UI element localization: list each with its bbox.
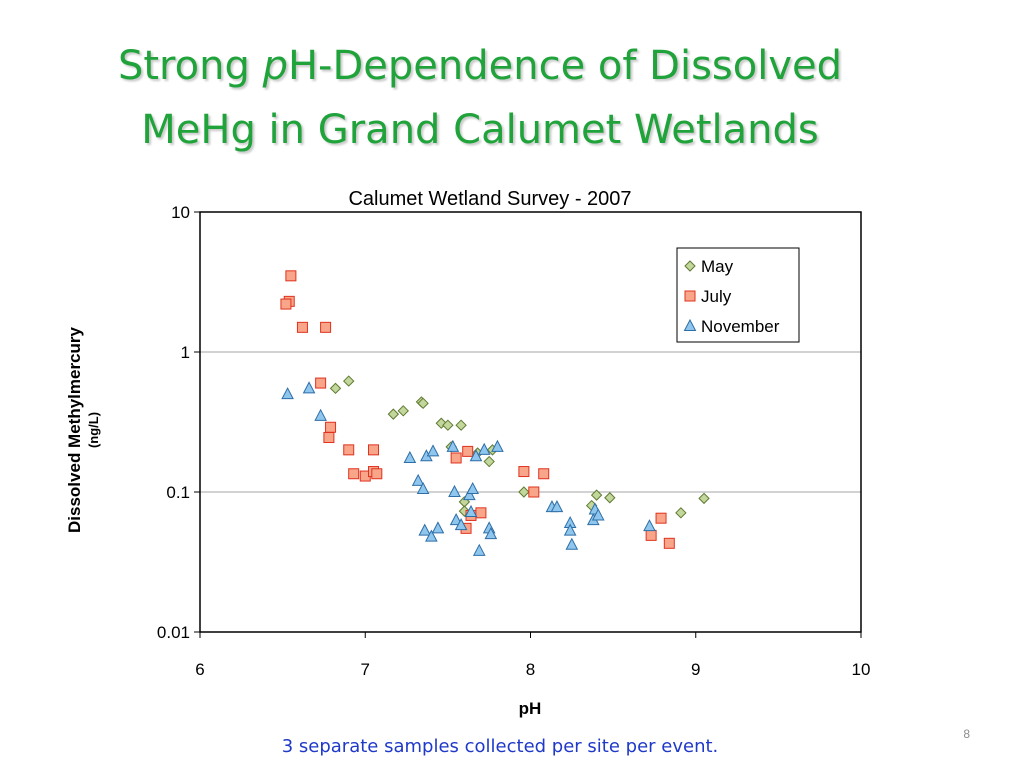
data-point-july bbox=[315, 377, 327, 389]
data-point-july bbox=[325, 421, 337, 433]
data-point-november bbox=[454, 518, 468, 531]
title-italic-p: p bbox=[262, 43, 288, 89]
data-point-november bbox=[426, 444, 440, 457]
data-point-may bbox=[397, 405, 409, 417]
data-point-november bbox=[418, 523, 432, 536]
data-point-may bbox=[387, 408, 400, 420]
data-point-may bbox=[675, 507, 687, 519]
data-point-may bbox=[455, 419, 467, 431]
data-point-november bbox=[469, 449, 483, 462]
x-tick-label: 7 bbox=[361, 660, 370, 679]
legend-box bbox=[676, 247, 800, 343]
data-point-july bbox=[528, 486, 540, 498]
series-july bbox=[280, 270, 675, 549]
data-point-july bbox=[323, 432, 335, 444]
data-point-july bbox=[320, 321, 332, 333]
legend-label-november: November bbox=[701, 317, 780, 336]
data-point-november bbox=[463, 488, 476, 501]
x-tick-label: 10 bbox=[852, 660, 871, 679]
data-point-november bbox=[643, 519, 656, 532]
data-point-november bbox=[446, 439, 460, 452]
data-point-may bbox=[590, 489, 603, 501]
legend-label-july: July bbox=[701, 287, 732, 306]
data-point-november bbox=[464, 504, 478, 517]
data-point-november bbox=[563, 523, 577, 536]
data-point-may bbox=[518, 486, 530, 498]
data-point-november bbox=[403, 450, 417, 463]
y-tick-label: 0.1 bbox=[166, 483, 190, 502]
data-point-november bbox=[281, 387, 294, 400]
data-point-july bbox=[475, 507, 487, 519]
data-point-november bbox=[565, 537, 579, 550]
data-point-july bbox=[538, 468, 550, 480]
slide-title-line-1: Strong pH-Dependence of Dissolved bbox=[117, 43, 843, 89]
data-point-november bbox=[591, 508, 605, 521]
chart-title: Calumet Wetland Survey - 2007 bbox=[348, 188, 631, 210]
data-point-november bbox=[416, 481, 430, 495]
data-point-november bbox=[411, 473, 425, 486]
y-tick-label: 10 bbox=[171, 203, 190, 222]
data-point-july bbox=[280, 298, 292, 310]
data-point-november bbox=[425, 529, 438, 542]
data-point-may bbox=[604, 492, 616, 504]
data-point-november bbox=[466, 481, 479, 495]
x-tick-label: 6 bbox=[195, 660, 204, 679]
data-point-november bbox=[302, 381, 316, 394]
legend: May July November bbox=[676, 247, 800, 343]
data-point-july bbox=[296, 321, 308, 333]
data-point-july bbox=[285, 270, 297, 282]
data-point-november bbox=[431, 521, 445, 534]
data-point-november bbox=[448, 484, 461, 497]
data-point-may bbox=[442, 419, 454, 431]
x-tick-label: 9 bbox=[691, 660, 700, 679]
x-axis-label: pH bbox=[519, 699, 542, 718]
x-tick-label: 8 bbox=[526, 660, 535, 679]
data-point-may bbox=[417, 397, 429, 410]
data-point-november bbox=[491, 439, 504, 452]
y-axis-unit: (ng/L) bbox=[86, 412, 101, 448]
y-tick-label: 1 bbox=[181, 343, 190, 362]
data-point-july bbox=[343, 444, 355, 456]
data-point-may bbox=[458, 505, 471, 517]
slide-title: Strong pH-Dependence of Dissolved MeHg i… bbox=[0, 34, 960, 162]
data-point-november bbox=[449, 513, 463, 526]
series-may bbox=[329, 375, 710, 519]
footnote: 3 separate samples collected per site pe… bbox=[281, 736, 719, 757]
data-point-may bbox=[698, 492, 710, 505]
legend-marker-may bbox=[684, 260, 696, 272]
data-point-july bbox=[655, 512, 667, 524]
data-point-november bbox=[314, 408, 327, 421]
page-number: 8 bbox=[963, 727, 970, 741]
data-point-july bbox=[518, 466, 530, 478]
y-tick-label: 0.01 bbox=[157, 623, 190, 642]
y-axis-label: Dissolved Methylmercury bbox=[65, 326, 84, 533]
data-point-november bbox=[484, 527, 498, 540]
legend-label-may: May bbox=[701, 257, 734, 276]
data-point-july bbox=[462, 445, 474, 457]
data-point-may bbox=[329, 382, 342, 395]
data-point-july bbox=[645, 529, 657, 541]
data-point-november bbox=[477, 442, 491, 455]
data-point-july bbox=[368, 444, 380, 456]
data-points bbox=[280, 270, 710, 556]
slide-title-line-2: MeHg in Grand Calumet Wetlands bbox=[141, 107, 819, 153]
data-point-july bbox=[450, 452, 462, 464]
axis-ticks: 0.01 0.1 1 10 6 7 8 9 10 bbox=[157, 203, 871, 679]
data-point-november bbox=[550, 500, 564, 513]
data-point-november bbox=[472, 543, 486, 556]
data-point-july bbox=[371, 468, 383, 480]
series-november bbox=[281, 381, 656, 556]
legend-marker-november bbox=[683, 318, 697, 331]
legend-marker-july bbox=[684, 290, 696, 302]
grid-lines bbox=[200, 351, 861, 493]
data-point-may bbox=[343, 375, 355, 387]
data-point-july bbox=[348, 468, 360, 480]
data-point-july bbox=[663, 537, 675, 549]
data-point-may bbox=[483, 455, 495, 468]
